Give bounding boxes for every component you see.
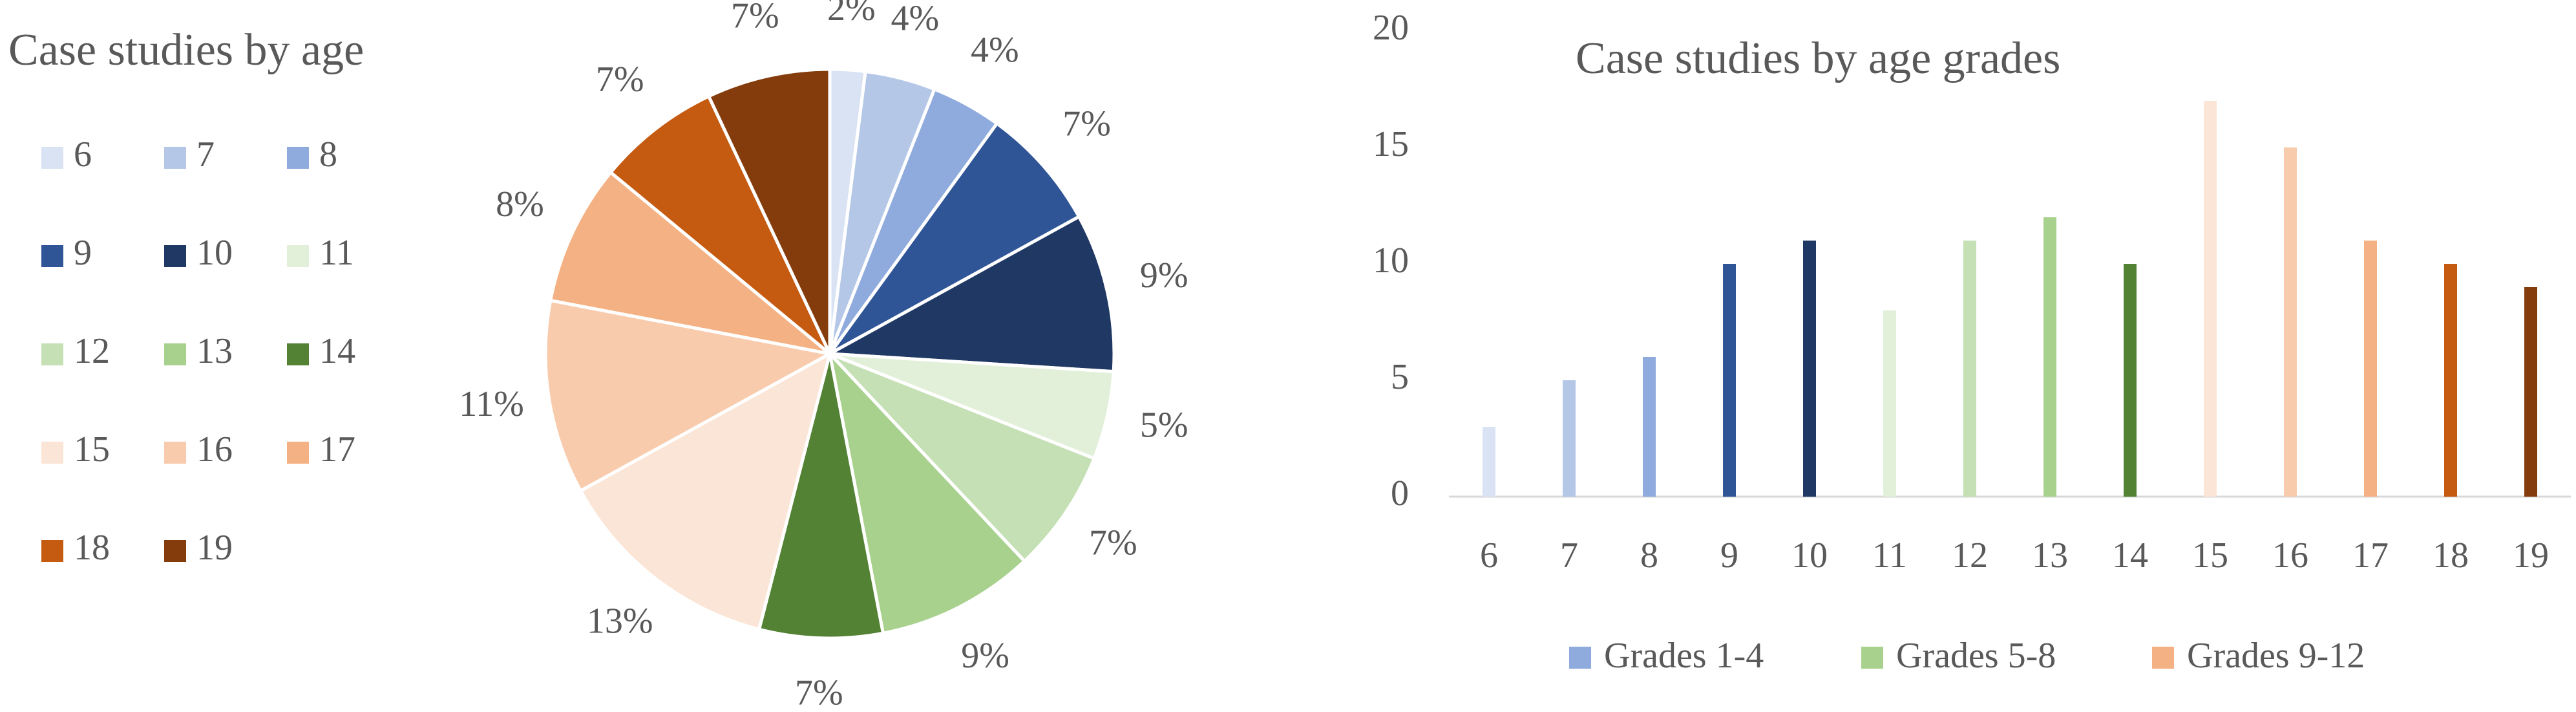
legend-label: 13 xyxy=(196,331,233,371)
x-tick-label: 15 xyxy=(2192,535,2228,576)
legend-label: Grades 5-8 xyxy=(1896,636,2056,676)
data-label: 7% xyxy=(795,673,843,712)
legend-swatch xyxy=(164,343,186,365)
data-label: 9% xyxy=(1140,255,1188,296)
bar xyxy=(1963,241,1976,497)
legend-swatch xyxy=(164,147,186,169)
legend-swatch xyxy=(164,442,186,464)
legend-swatch xyxy=(164,540,186,562)
legend-label: 11 xyxy=(319,233,354,273)
x-tick-label: 10 xyxy=(1791,535,1828,576)
bar xyxy=(1483,427,1495,497)
data-label: 11% xyxy=(459,384,524,424)
data-label: 7% xyxy=(1089,523,1137,563)
legend-label: 10 xyxy=(196,233,233,273)
chart-title: Case studies by age grades xyxy=(1576,34,2060,83)
legend-swatch xyxy=(1861,647,1883,669)
data-label: 2% xyxy=(827,0,876,28)
legend-swatch xyxy=(41,147,63,169)
pie-slice xyxy=(828,121,1081,356)
legend-label: 8 xyxy=(319,135,337,175)
legend-label: 7 xyxy=(196,135,215,175)
x-tick-label: 18 xyxy=(2433,535,2469,576)
pie-slice xyxy=(829,352,1097,564)
bar xyxy=(2444,264,2457,497)
x-tick-label: 13 xyxy=(2032,535,2068,576)
bar xyxy=(2364,241,2377,497)
x-tick-label: 14 xyxy=(2112,535,2148,576)
legend-swatch xyxy=(41,540,63,562)
data-label: 9% xyxy=(961,636,1009,676)
legend-label: 18 xyxy=(74,528,110,568)
legend-label: 17 xyxy=(319,429,355,469)
legend-swatch xyxy=(41,245,63,267)
legend-swatch xyxy=(287,442,309,464)
data-label: 4% xyxy=(971,30,1019,70)
pie-slice xyxy=(706,67,832,355)
legend-label: 19 xyxy=(196,528,233,568)
legend-swatch xyxy=(41,343,63,365)
x-tick-label: 19 xyxy=(2513,535,2549,576)
bar xyxy=(2043,217,2056,497)
x-tick-label: 17 xyxy=(2352,535,2389,576)
legend-swatch xyxy=(164,245,186,267)
legend-swatch xyxy=(287,343,309,365)
x-tick-label: 11 xyxy=(1872,535,1907,576)
bar xyxy=(2524,287,2537,497)
data-label: 7% xyxy=(731,0,779,36)
y-tick-label: 15 xyxy=(1373,124,1409,164)
legend-label: Grades 1-4 xyxy=(1604,636,1764,676)
legend-label: 14 xyxy=(319,331,355,371)
y-tick-label: 0 xyxy=(1391,473,1409,513)
bar xyxy=(1723,264,1736,497)
bar xyxy=(1563,380,1576,497)
pie-slice xyxy=(544,298,835,493)
chart-title: Case studies by age xyxy=(8,25,364,75)
bar xyxy=(1883,310,1896,497)
pie-slice xyxy=(827,349,1027,636)
pie-slice xyxy=(608,94,832,355)
bar xyxy=(1803,241,1816,497)
legend-label: Grades 9-12 xyxy=(2187,636,2365,676)
pie-slice xyxy=(757,353,885,640)
bar xyxy=(2204,101,2217,497)
data-label: 8% xyxy=(496,184,544,224)
x-tick-label: 12 xyxy=(1952,535,1988,576)
bar xyxy=(1643,357,1656,497)
legend-swatch xyxy=(287,147,309,169)
legend-label: 16 xyxy=(196,429,233,469)
pie-slice xyxy=(548,170,831,356)
legend-label: 15 xyxy=(74,429,110,469)
legend-swatch xyxy=(2152,647,2174,669)
y-tick-label: 10 xyxy=(1373,241,1409,281)
data-label: 5% xyxy=(1140,405,1188,445)
x-tick-label: 6 xyxy=(1480,535,1498,576)
legend-label: 6 xyxy=(74,135,92,175)
x-tick-label: 9 xyxy=(1720,535,1738,576)
legend-label: 12 xyxy=(74,331,110,371)
bar xyxy=(2284,147,2297,497)
y-tick-label: 5 xyxy=(1391,357,1409,397)
data-label: 7% xyxy=(596,59,644,100)
pie-slice xyxy=(578,351,832,632)
x-tick-label: 8 xyxy=(1640,535,1658,576)
bar xyxy=(2124,264,2137,497)
legend-label: 9 xyxy=(74,233,92,273)
data-label: 4% xyxy=(891,0,939,39)
x-tick-label: 7 xyxy=(1560,535,1578,576)
legend-swatch xyxy=(41,442,63,464)
legend-swatch xyxy=(1569,647,1591,669)
pie-slice xyxy=(824,214,1116,374)
data-label: 13% xyxy=(587,601,653,642)
legend-swatch xyxy=(287,245,309,267)
x-tick-label: 16 xyxy=(2272,535,2308,576)
data-label: 7% xyxy=(1062,103,1111,144)
y-tick-label: 20 xyxy=(1373,8,1409,48)
